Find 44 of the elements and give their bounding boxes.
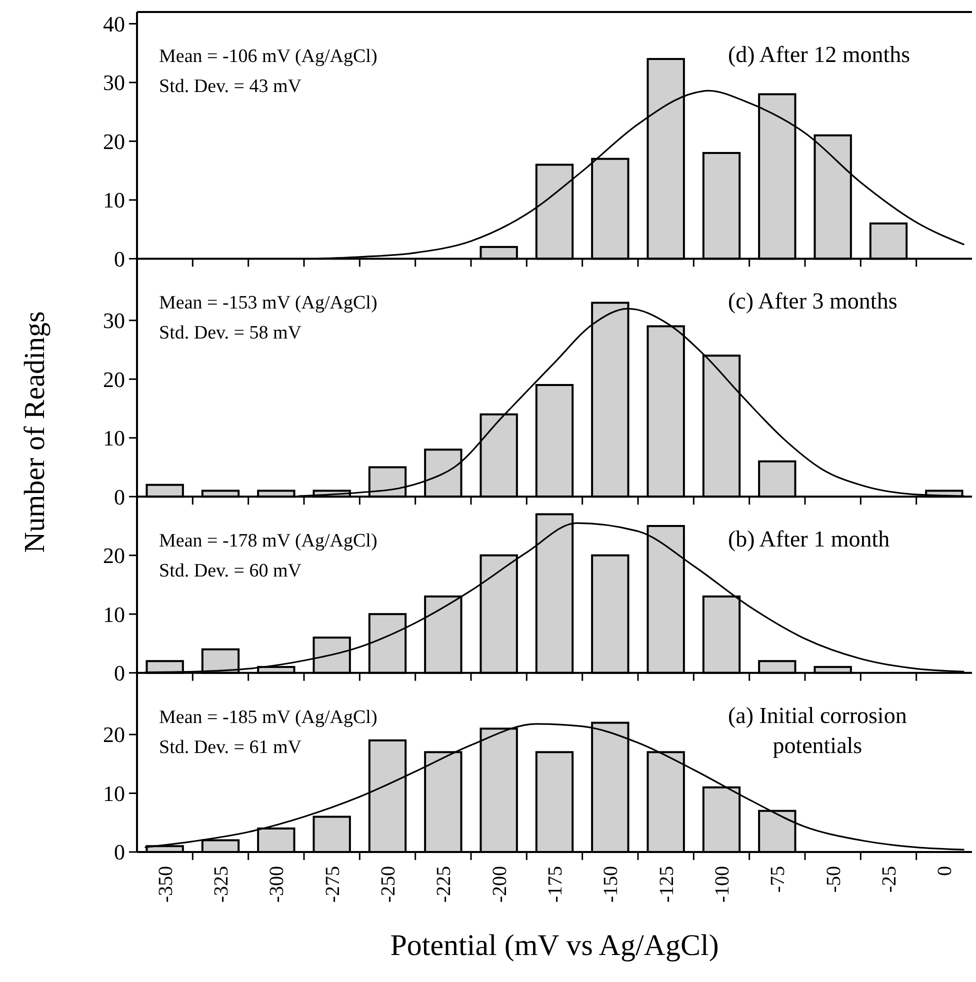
x-tick-label: -200 (488, 866, 511, 903)
y-tick-label: 20 (103, 543, 125, 568)
text: (b) After 1 month (728, 526, 890, 552)
y-tick-label: 0 (114, 660, 125, 686)
annotation: Std. Dev. = 61 mV (159, 736, 302, 758)
y-tick-label: 40 (103, 11, 125, 36)
text: (d) After 12 months (728, 42, 910, 67)
y-tick-label: 30 (103, 70, 125, 96)
x-tick-label: -100 (712, 866, 734, 903)
y-tick-label: 10 (103, 780, 125, 806)
y-tick-label: 30 (103, 308, 125, 334)
annotation: Mean = -106 mV (Ag/AgCl) (159, 46, 378, 67)
annotation: Mean = -178 mV (Ag/AgCl) (159, 530, 378, 552)
y-axis-title: Number of Readings (19, 311, 51, 553)
y-tick-label: 0 (114, 246, 125, 272)
annotation: Std. Dev. = 60 mV (159, 560, 302, 582)
x-tick-label: -300 (266, 866, 288, 903)
text: (a) Initial corrosion potentials (728, 702, 908, 758)
x-tick-label: 0 (934, 866, 956, 876)
x-tick-label: -125 (656, 866, 678, 903)
x-tick-label: -25 (878, 866, 900, 893)
y-tick-label: 0 (114, 840, 125, 865)
x-tick-label: -175 (544, 866, 566, 903)
x-tick-label: -250 (378, 866, 400, 903)
x-tick-label: -75 (767, 866, 790, 893)
y-tick-label: 0 (114, 484, 125, 510)
annotation: Std. Dev. = 58 mV (159, 322, 302, 344)
x-tick-label: -150 (600, 866, 622, 903)
y-tick-label: 20 (103, 128, 125, 154)
x-tick-label: -275 (322, 866, 344, 903)
x-tick-label: -50 (822, 866, 845, 893)
annotation: Mean = -185 mV (Ag/AgCl) (159, 706, 378, 728)
annotation: Mean = -153 mV (Ag/AgCl) (159, 292, 378, 314)
x-tick-label: -225 (433, 866, 456, 903)
x-tick-label: -325 (210, 866, 232, 903)
y-tick-label: 10 (103, 188, 125, 213)
y-tick-label: 10 (103, 602, 125, 627)
annotation: Std. Dev. = 43 mV (159, 76, 302, 97)
x-axis-title: Potential (mV vs Ag/AgCl) (390, 929, 719, 962)
text: (c) After 3 months (728, 288, 898, 314)
y-tick-label: 20 (103, 366, 125, 392)
x-tick-label: -350 (154, 866, 177, 903)
y-tick-label: 10 (103, 426, 125, 451)
y-tick-label: 20 (103, 722, 125, 748)
